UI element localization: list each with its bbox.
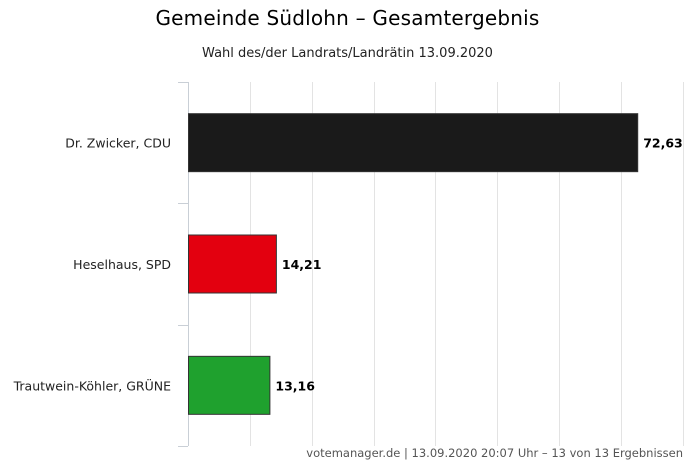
bars [188,113,639,415]
data-label: 14,21 [282,257,322,272]
category-label: Dr. Zwicker, CDU [65,136,171,151]
labels: Dr. Zwicker, CDU 72,63 Heselhaus, SPD 14,21… [13,136,683,394]
category-label: Heselhaus, SPD [73,257,171,272]
bar [188,234,277,294]
data-label: 72,63 [643,136,683,151]
category-axis [178,82,189,447]
data-label: 13,16 [275,378,315,393]
bar [188,355,271,415]
category-label: Trautwein-Köhler, GRÜNE [13,377,172,393]
chart-credit[interactable]: votemanager.de | 13.09.2020 20:07 Uhr – … [306,446,683,460]
chart-title: Gemeinde Südlohn – Gesamtergebnis [155,6,540,30]
chart-subtitle: Wahl des/der Landrats/Landrätin 13.09.20… [202,46,493,61]
bar [188,113,639,173]
